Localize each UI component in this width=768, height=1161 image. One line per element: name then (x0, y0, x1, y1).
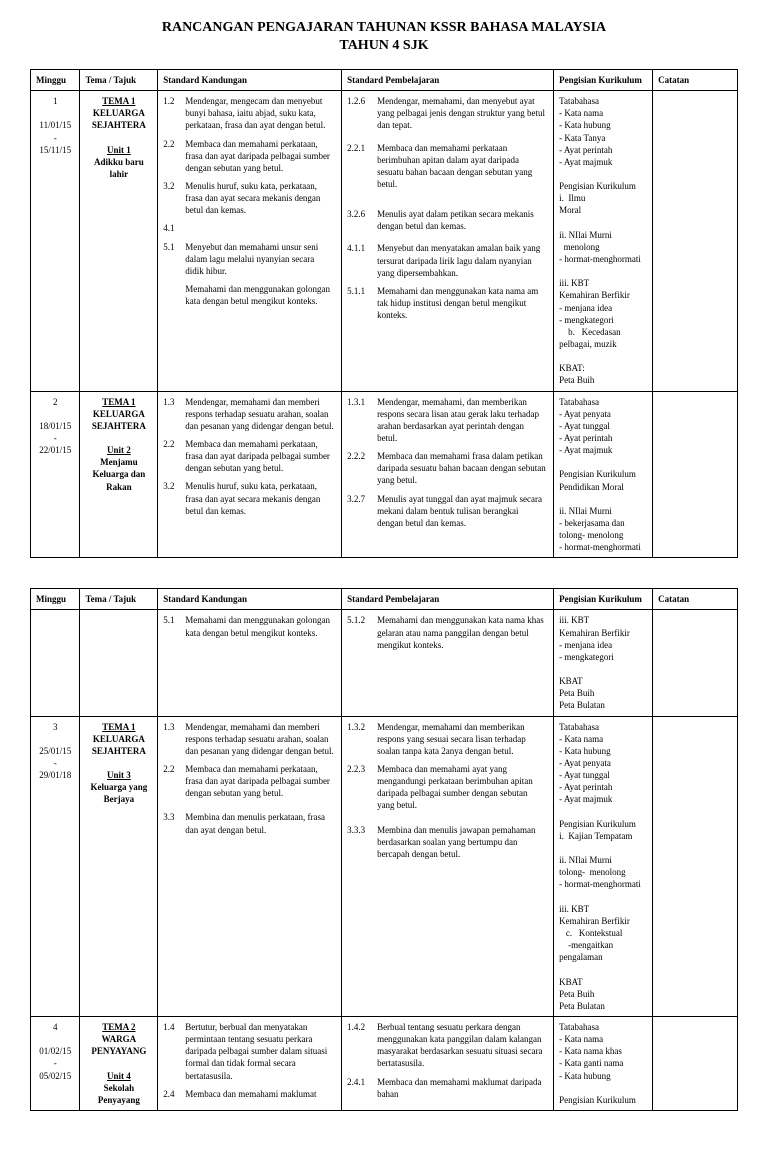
wk: 3 (36, 721, 74, 733)
h-pk: Pengisian Kurikulum (554, 589, 653, 610)
unit-d: Keluarga yang Berjaya (85, 781, 152, 805)
pk: iii. KBT Kemahiran Berfikir - menjana id… (554, 610, 653, 716)
wk: 4 (36, 1021, 74, 1033)
h-pk: Pengisian Kurikulum (554, 70, 653, 91)
tema: TEMA 1 (85, 396, 152, 408)
sp: 1.3.2Mendengar, memahami dan memberikan … (342, 716, 554, 1016)
title: RANCANGAN PENGAJARAN TAHUNAN KSSR BAHASA… (30, 20, 738, 36)
wk: 2 (36, 396, 74, 408)
tema-d: KELUARGA SEJAHTERA (85, 408, 152, 432)
sk: 1.3Mendengar, memahami dan memberi respo… (158, 391, 342, 558)
unit-d: Sekolah Penyayang (85, 1082, 152, 1106)
table-2: Minggu Tema / Tajuk Standard Kandungan S… (30, 588, 738, 1111)
tema-d: KELUARGA SEJAHTERA (85, 733, 152, 757)
tema: TEMA 2 (85, 1021, 152, 1033)
subtitle: TAHUN 4 SJK (30, 38, 738, 54)
row-2: 2 18/01/15-22/01/15 TEMA 1KELUARGA SEJAHT… (31, 391, 738, 558)
d: 25/01/15 (36, 745, 74, 757)
sk: 1.4Bertutur, berbual dan menyatakan perm… (158, 1016, 342, 1110)
d: 29/01/18 (36, 769, 74, 781)
d: - (36, 757, 74, 769)
sp: 1.2.6Mendengar, memahami, dan menyebut a… (342, 91, 554, 391)
pk: Tatabahasa - Kata nama - Kata nama khas … (554, 1016, 653, 1110)
d: 22/01/15 (36, 444, 74, 456)
wk: 1 (36, 95, 74, 107)
d: - (36, 1057, 74, 1069)
tema-d: KELUARGA SEJAHTERA (85, 107, 152, 131)
h-tema: Tema / Tajuk (80, 589, 158, 610)
h-tema: Tema / Tajuk (80, 70, 158, 91)
sk: 5.1Memahami dan menggunakan golongan kat… (158, 610, 342, 716)
sp: 1.4.2Berbual tentang sesuatu perkara den… (342, 1016, 554, 1110)
unit: Unit 3 (85, 769, 152, 781)
h-minggu: Minggu (31, 589, 80, 610)
cat (653, 391, 738, 558)
row-4: 3 25/01/15-29/01/18 TEMA 1KELUARGA SEJAHT… (31, 716, 738, 1016)
row-1: 1 11/01/15-15/11/15 TEMA 1KELUARGA SEJAHT… (31, 91, 738, 391)
unit-d: Menjamu Keluarga dan Rakan (85, 456, 152, 492)
unit: Unit 1 (85, 144, 152, 156)
tema: TEMA 1 (85, 95, 152, 107)
unit: Unit 4 (85, 1070, 152, 1082)
h-cat: Catatan (653, 70, 738, 91)
d: 11/01/15 (36, 119, 74, 131)
d: 01/02/15 (36, 1045, 74, 1057)
tema-d: WARGA PENYAYANG (85, 1033, 152, 1057)
unit-d: Adikku baru lahir (85, 156, 152, 180)
sk: 1.2Mendengar, mengecam dan menyebut buny… (158, 91, 342, 391)
unit: Unit 2 (85, 444, 152, 456)
sp: 1.3.1Mendengar, memahami, dan memberikan… (342, 391, 554, 558)
h-sk: Standard Kandungan (158, 589, 342, 610)
d: 18/01/15 (36, 420, 74, 432)
h-sp: Standard Pembelajaran (342, 589, 554, 610)
pk: Tatabahasa - Kata nama - Kata hubung - K… (554, 91, 653, 391)
row-5: 4 01/02/15-05/02/15 TEMA 2WARGA PENYAYANG… (31, 1016, 738, 1110)
pk: Tatabahasa - Ayat penyata - Ayat tunggal… (554, 391, 653, 558)
cat (653, 91, 738, 391)
d: 15/11/15 (36, 144, 74, 156)
h-cat: Catatan (653, 589, 738, 610)
table-1: Minggu Tema / Tajuk Standard Kandungan S… (30, 69, 738, 558)
sk: 1.3Mendengar, memahami dan memberi respo… (158, 716, 342, 1016)
d: - (36, 432, 74, 444)
row-3: 5.1Memahami dan menggunakan golongan kat… (31, 610, 738, 716)
pk: Tatabahasa - Kata nama - Kata hubung - A… (554, 716, 653, 1016)
h-minggu: Minggu (31, 70, 80, 91)
sp: 5.1.2Memahami dan menggunakan kata nama … (342, 610, 554, 716)
h-sp: Standard Pembelajaran (342, 70, 554, 91)
h-sk: Standard Kandungan (158, 70, 342, 91)
d: 05/02/15 (36, 1070, 74, 1082)
d: - (36, 132, 74, 144)
tema: TEMA 1 (85, 721, 152, 733)
